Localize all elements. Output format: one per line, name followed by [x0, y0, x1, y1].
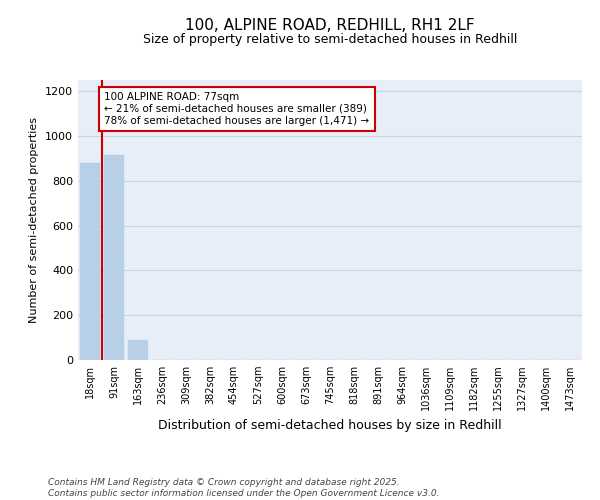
Bar [104, 155, 124, 360]
Text: Contains HM Land Registry data © Crown copyright and database right 2025.
Contai: Contains HM Land Registry data © Crown c… [48, 478, 439, 498]
X-axis label: Distribution of semi-detached houses by size in Redhill: Distribution of semi-detached houses by … [158, 419, 502, 432]
Text: 100, ALPINE ROAD, REDHILL, RH1 2LF: 100, ALPINE ROAD, REDHILL, RH1 2LF [185, 18, 475, 32]
Text: Size of property relative to semi-detached houses in Redhill: Size of property relative to semi-detach… [143, 32, 517, 46]
Text: 100 ALPINE ROAD: 77sqm
← 21% of semi-detached houses are smaller (389)
78% of se: 100 ALPINE ROAD: 77sqm ← 21% of semi-det… [104, 92, 370, 126]
Bar [80, 163, 100, 360]
Bar [128, 340, 148, 360]
Y-axis label: Number of semi-detached properties: Number of semi-detached properties [29, 117, 40, 323]
